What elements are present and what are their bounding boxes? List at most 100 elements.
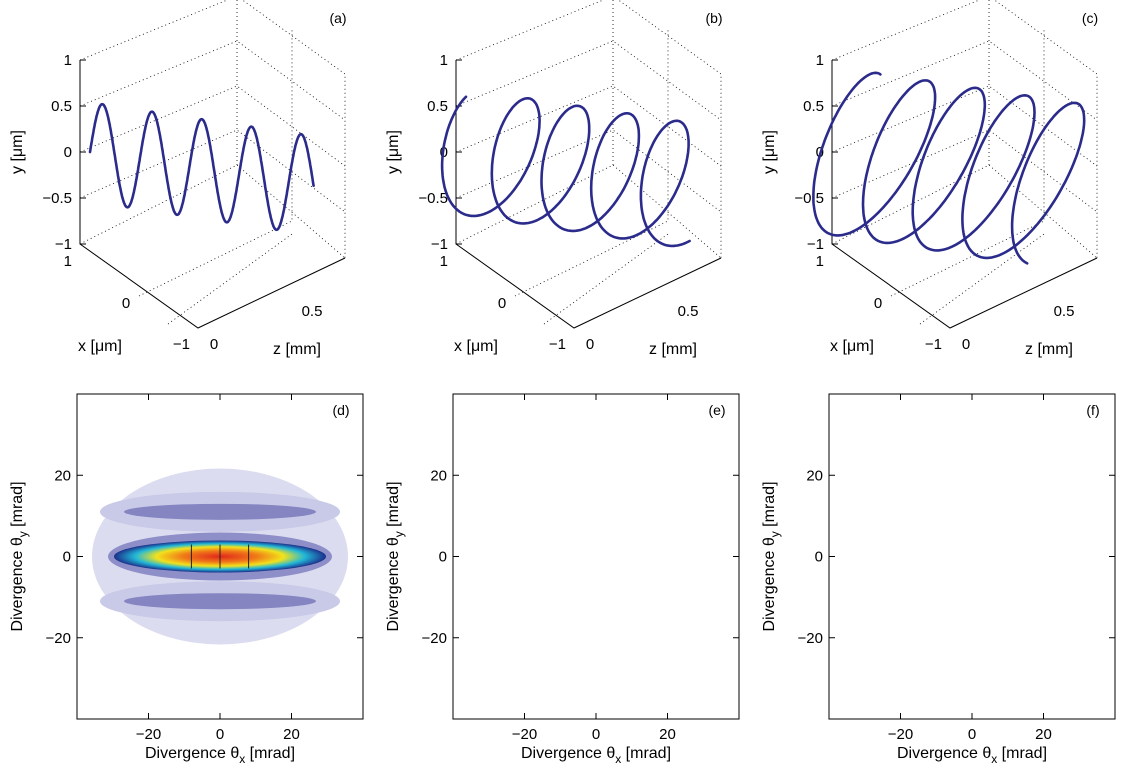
- tick-label: 0: [586, 336, 594, 353]
- ring-highlight: [484, 445, 708, 669]
- plot-frame: [828, 393, 1116, 720]
- axis-label-sub: y: [392, 531, 406, 537]
- orbit-line: [440, 95, 691, 248]
- tick-label: −20: [136, 726, 161, 743]
- tick-label: 20: [1035, 726, 1052, 743]
- axis-label-y: Divergence θy [mrad]: [761, 481, 782, 631]
- panel-label: (b): [705, 10, 722, 26]
- axis-label-x: x [μm]: [830, 338, 874, 355]
- axis-label-x: Divergence θx [mrad]: [897, 745, 1047, 766]
- axis-label-x: Divergence θx [mrad]: [521, 745, 671, 766]
- axis-label-text: Divergence θ: [761, 537, 778, 631]
- axis-label-y: y [μm]: [385, 130, 402, 174]
- grid-y: [831, 40, 1098, 213]
- tick-label: 0: [64, 144, 72, 161]
- inner-ring-2: [528, 489, 664, 625]
- axis-label-x: x [μm]: [78, 338, 122, 355]
- axis-label-text: Divergence θ: [145, 745, 239, 762]
- axes: [79, 60, 346, 329]
- grid-z: [138, 29, 293, 325]
- plot-frame: [452, 393, 740, 720]
- tick-label: 20: [806, 467, 823, 484]
- tick-label: −20: [46, 630, 71, 647]
- orbit-line: [88, 102, 315, 232]
- tick-label: 0.5: [803, 98, 824, 115]
- main-ring: [484, 445, 708, 669]
- tick-label: 1: [64, 253, 72, 270]
- tick-label: 0.5: [1054, 303, 1075, 320]
- center-hole: [566, 537, 626, 577]
- tick-label: −1: [925, 336, 942, 353]
- tick-label: −20: [512, 726, 537, 743]
- grid-y: [79, 40, 346, 213]
- axis-label-z: z [mm]: [649, 341, 697, 358]
- ring-peak: [819, 422, 1124, 691]
- heatmap: [446, 407, 746, 707]
- panel-label: (c): [1082, 10, 1098, 26]
- axis-label-unit: [mrad]: [9, 481, 26, 531]
- main-ring: [819, 422, 1124, 691]
- panel-a: −1 −0.5 0 0.5 1 1 0 −1 0 0.5 y [μm] x [μm] z [mm] (a): [9, 0, 347, 358]
- grid-z: [514, 29, 669, 325]
- axis-label-text: Divergence θ: [897, 745, 991, 762]
- tick-label: 0.5: [678, 303, 699, 320]
- tick-label: −1: [173, 336, 190, 353]
- axis-label-sub: x: [615, 752, 621, 766]
- tick-label: −20: [888, 726, 913, 743]
- sideband-core: [124, 593, 316, 610]
- axes: [455, 60, 722, 329]
- tick-label: 0: [122, 295, 130, 312]
- inner-ring: [849, 451, 1095, 662]
- tick-label: −0.5: [794, 190, 824, 207]
- tick-label: 0: [592, 726, 600, 743]
- tick-label: 0: [815, 549, 823, 566]
- axis-label-text: Divergence θ: [521, 745, 615, 762]
- grid-z: [890, 29, 1045, 325]
- tick-label: 0: [874, 295, 882, 312]
- grid-y: [455, 40, 722, 213]
- axis-label-y: y [μm]: [9, 130, 26, 174]
- axis-label-text: Divergence θ: [385, 537, 402, 631]
- tick-label: 0.5: [51, 98, 72, 115]
- axis-label-unit: [mrad]: [245, 745, 295, 762]
- axis-label-z: z [mm]: [273, 341, 321, 358]
- tick-label: 1: [64, 52, 72, 69]
- axis-label-unit: [mrad]: [385, 481, 402, 531]
- axis-label-text: Divergence θ: [9, 537, 26, 631]
- tick-label: 0.5: [302, 303, 323, 320]
- tick-label: −1: [807, 236, 824, 253]
- axis-label-unit: [mrad]: [761, 481, 778, 531]
- axis-label-z: z [mm]: [1025, 341, 1073, 358]
- tick-label: 20: [283, 726, 300, 743]
- tick-label: −0.5: [418, 190, 448, 207]
- axis-label-x: x [μm]: [454, 338, 498, 355]
- tick-label: 0: [63, 549, 71, 566]
- inner-ring: [496, 457, 696, 657]
- tick-label: 0: [439, 549, 447, 566]
- tick-label: −20: [798, 630, 823, 647]
- panel-label: (f): [1086, 402, 1099, 418]
- tick-label: 0: [216, 726, 224, 743]
- axis-label-y: Divergence θy [mrad]: [9, 481, 30, 631]
- halo: [446, 407, 746, 707]
- tick-label: 1: [816, 52, 824, 69]
- panel-label: (d): [332, 402, 349, 418]
- panel-label: (a): [329, 10, 346, 26]
- axis-label-unit: [mrad]: [997, 745, 1047, 762]
- hotspot: [904, 464, 918, 478]
- tick-label: −1: [431, 236, 448, 253]
- grid-back: [455, 0, 722, 259]
- tick-label: 1: [816, 253, 824, 270]
- tick-label: −20: [422, 630, 447, 647]
- axis-label-sub: y: [16, 531, 30, 537]
- main-ring-outer: [819, 422, 1124, 691]
- axis-label-unit: [mrad]: [621, 745, 671, 762]
- grid-back: [79, 0, 346, 259]
- axis-label-x: Divergence θx [mrad]: [145, 745, 295, 766]
